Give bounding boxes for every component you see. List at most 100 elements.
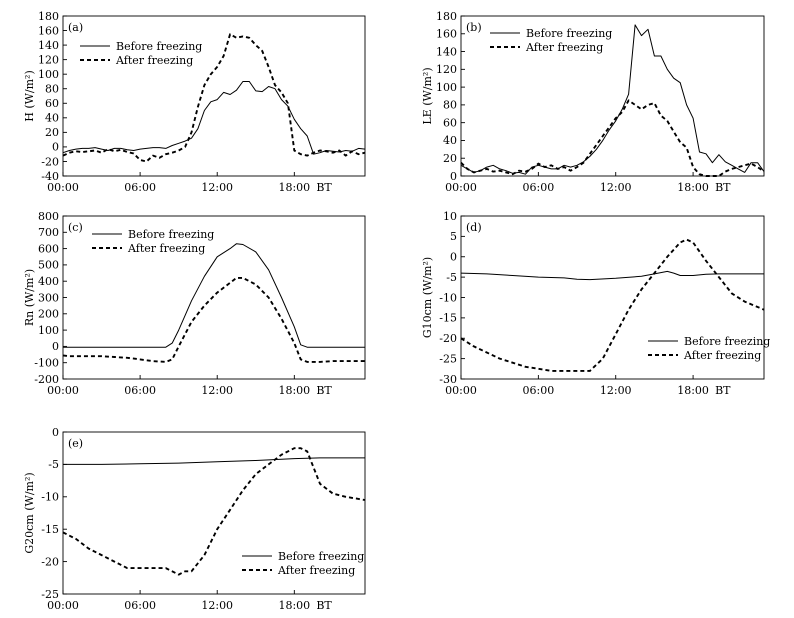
x-tick-label: 06:00 [124,599,156,612]
y-tick-label: 180 [436,10,457,23]
plot-frame [62,15,366,177]
panel-b: 0 20 40 60 80 100 120 140 160 180 00:00 06:00 12:00 1… [421,10,765,194]
panel-d: -30 -25 -20 -15 -10 -5 0 5 10 00:00 06:00 12:00 18:0… [421,210,770,397]
plot-frame [62,431,366,595]
panel-e: -25 -20 -15 -10 -5 0 00:00 06:00 12:00 18:00 BT (e)… [23,426,366,612]
bt-label: BT [316,599,332,612]
series-line-dashed [62,447,366,576]
x-tick-label: 00:00 [47,384,79,397]
panel-c: -200 -100 0 100 200 300 400 500 600 700 800 00:00 06… [23,210,366,397]
y-tick-label: 800 [38,210,59,223]
series-line-solid [460,270,764,281]
plot-frame [460,15,765,177]
y-tick-label: 500 [38,259,59,272]
y-tick-label: -200 [34,373,59,386]
y-tick-label: 80 [443,99,457,112]
y-tick-label: 120 [436,63,457,76]
legend-label: After freezing [127,242,205,255]
x-tick-label: 06:00 [523,384,555,397]
y-tick-label: 0 [52,426,59,439]
y-tick-label: 10 [443,210,457,223]
legend-label: Before freezing [128,228,214,241]
y-tick-label: 700 [38,226,59,239]
y-tick-label: -20 [439,332,457,345]
x-tick-label: 12:00 [600,181,632,194]
legend-label: After freezing [277,564,355,577]
legend-label: Before freezing [684,335,770,348]
x-tick-label: 06:00 [523,181,555,194]
bt-label: BT [715,181,731,194]
y-axis-label: G20cm (W/m²) [23,472,36,553]
y-tick-label: -100 [34,357,59,370]
y-tick-label: 120 [38,53,59,66]
y-tick-label: -30 [439,373,457,386]
panel-label: (a) [68,21,83,34]
series-line-solid [63,457,365,465]
y-tick-label: 60 [443,116,457,129]
x-tick-label: 00:00 [47,181,79,194]
bt-label: BT [316,384,332,397]
x-tick-label: 00:00 [47,599,79,612]
y-tick-label: -25 [41,588,59,601]
y-tick-label: 40 [45,112,59,125]
panel-label: (e) [68,437,83,450]
series-line-dashed [460,238,765,372]
y-tick-label: 100 [436,81,457,94]
x-tick-label: 12:00 [600,384,632,397]
y-tick-label: 20 [45,126,59,139]
legend-label: After freezing [115,54,193,67]
legend-label: Before freezing [278,550,364,563]
y-tick-label: 60 [45,97,59,110]
x-tick-label: 18:00 [278,181,310,194]
series-line-solid [63,243,365,348]
panel-label: (c) [68,221,83,234]
x-tick-label: 12:00 [201,384,233,397]
y-tick-label: 80 [45,83,59,96]
y-tick-label: 5 [450,230,457,243]
y-tick-label: -5 [48,458,59,471]
y-tick-label: -25 [439,352,457,365]
y-tick-label: 140 [38,39,59,52]
y-tick-label: 400 [38,275,59,288]
y-tick-label: 40 [443,134,457,147]
bt-label: BT [316,181,332,194]
legend-label: After freezing [683,349,761,362]
y-tick-label: -10 [41,491,59,504]
x-tick-label: 00:00 [445,181,477,194]
legend-label: Before freezing [116,40,202,53]
series-line-solid [62,81,366,155]
y-tick-label: 200 [38,308,59,321]
y-axis-label: G10cm (W/m²) [421,257,434,338]
y-tick-label: -15 [439,312,457,325]
panel-label: (d) [466,221,482,234]
y-tick-label: 300 [38,291,59,304]
x-tick-label: 06:00 [124,181,156,194]
x-tick-label: 00:00 [445,384,477,397]
legend-label: After freezing [525,41,603,54]
y-tick-label: -20 [41,555,59,568]
x-tick-label: 18:00 [677,181,709,194]
x-tick-label: 12:00 [201,599,233,612]
y-tick-label: 140 [436,45,457,58]
y-tick-label: 0 [450,170,457,183]
series-line-dashed [62,33,366,163]
x-tick-label: 18:00 [278,599,310,612]
y-tick-label: 160 [38,24,59,37]
y-tick-label: -5 [446,271,457,284]
y-axis-label: H (W/m²) [23,70,36,122]
legend-label: Before freezing [526,27,612,40]
y-tick-label: 100 [38,68,59,81]
series-line-solid [460,24,765,175]
y-tick-label: -15 [41,523,59,536]
y-tick-label: 100 [38,324,59,337]
x-tick-label: 18:00 [677,384,709,397]
bt-label: BT [715,384,731,397]
y-tick-label: 20 [443,152,457,165]
y-tick-label: -20 [41,155,59,168]
y-tick-label: 600 [38,242,59,255]
y-axis-label: Rn (W/m²) [23,269,36,326]
y-tick-label: 180 [38,10,59,23]
x-tick-label: 12:00 [201,181,233,194]
